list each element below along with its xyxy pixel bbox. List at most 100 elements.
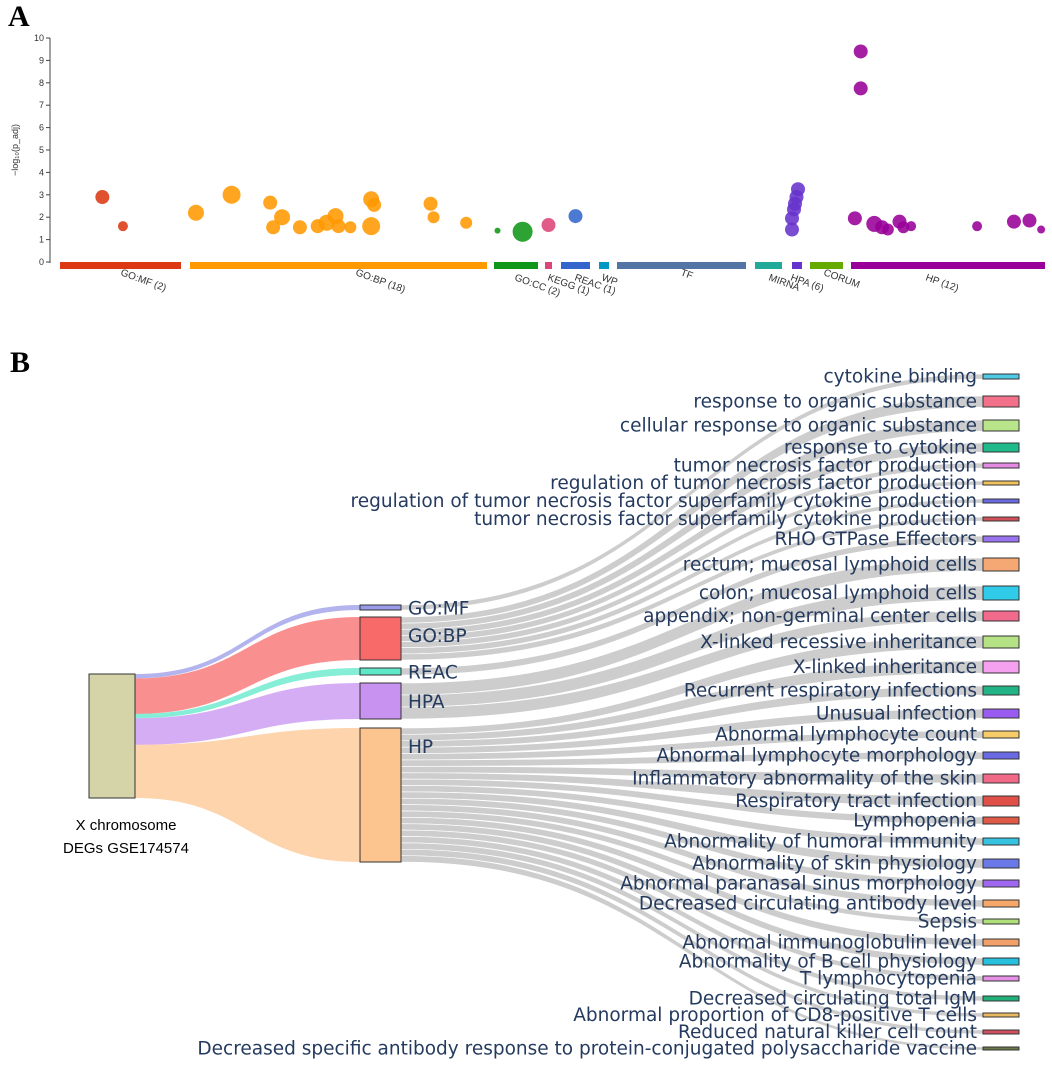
y-tick-label: 3 — [39, 190, 44, 200]
data-point-gobp[interactable] — [460, 216, 473, 229]
link-root-hp — [135, 728, 360, 862]
term-label: Abnormality of skin physiology — [692, 854, 977, 875]
term-node[interactable] — [982, 419, 1020, 432]
source-node-gomf[interactable] — [359, 604, 402, 611]
term-node[interactable] — [982, 773, 1020, 784]
term-node[interactable] — [982, 395, 1020, 408]
root-node[interactable] — [88, 673, 136, 799]
term-label: Abnormal paranasal sinus morphology — [620, 874, 977, 895]
manhattan-plot: 0 1 2 3 4 5 6 7 8 9 10 −log₁₀(p_adj) GO:MF (2) GO:B… — [10, 33, 1046, 299]
source-node-reac[interactable] — [359, 667, 402, 676]
data-point-gocc[interactable] — [512, 221, 533, 242]
root-label-line1: X chromosome — [76, 817, 177, 834]
term-node[interactable] — [982, 498, 1020, 504]
data-point-gobp[interactable] — [427, 211, 440, 224]
term-node[interactable] — [982, 1029, 1020, 1035]
term-node[interactable] — [982, 918, 1020, 925]
data-point-gobp[interactable] — [222, 185, 241, 204]
term-node[interactable] — [982, 879, 1020, 888]
term-node[interactable] — [982, 858, 1020, 869]
term-label: Inflammatory abnormality of the skin — [632, 769, 977, 790]
term-node[interactable] — [982, 975, 1020, 982]
data-point-gobp[interactable] — [331, 219, 346, 234]
data-point-hp[interactable] — [906, 221, 917, 232]
source-node-hpa[interactable] — [359, 682, 402, 720]
term-node[interactable] — [982, 899, 1020, 908]
term-node[interactable] — [982, 730, 1020, 739]
data-point-hp[interactable] — [881, 223, 894, 236]
term-node[interactable] — [982, 708, 1020, 719]
term-node[interactable] — [982, 660, 1020, 674]
term-node[interactable] — [982, 373, 1020, 380]
data-point-gocc[interactable] — [494, 227, 501, 234]
data-point-gobp[interactable] — [367, 197, 382, 212]
data-point-hp[interactable] — [853, 44, 868, 59]
data-point-gobp[interactable] — [423, 196, 438, 211]
data-point-hp[interactable] — [1006, 214, 1021, 229]
data-point-gobp[interactable] — [187, 204, 204, 221]
data-point-gomf[interactable] — [95, 190, 110, 205]
term-node[interactable] — [982, 480, 1020, 486]
source-label-gomf: GO:MF — [408, 599, 469, 620]
term-node[interactable] — [982, 610, 1020, 622]
source-label-hp: HP — [408, 737, 433, 758]
term-node[interactable] — [982, 1046, 1020, 1051]
link-root-reac — [135, 668, 360, 719]
data-point-hp[interactable] — [1022, 213, 1037, 228]
data-point-gobp[interactable] — [292, 220, 307, 235]
data-point-gobp[interactable] — [263, 195, 278, 210]
term-node[interactable] — [982, 516, 1020, 522]
term-label: Unusual infection — [816, 704, 977, 725]
data-point-gobp[interactable] — [362, 217, 381, 236]
term-node[interactable] — [982, 938, 1020, 947]
term-node[interactable] — [982, 837, 1020, 846]
term-label: cellular response to organic substance — [620, 416, 977, 437]
category-bar-gomf — [60, 262, 181, 269]
term-label: Lymphopenia — [853, 811, 977, 832]
term-node[interactable] — [982, 995, 1020, 1002]
category-bar-reac — [561, 262, 590, 269]
category-bar-kegg — [545, 262, 552, 269]
term-node[interactable] — [982, 557, 1020, 572]
category-label-gobp: GO:BP (18) — [354, 267, 407, 295]
category-label-wp: WP — [600, 272, 619, 288]
data-point-kegg[interactable] — [541, 218, 556, 233]
term-node[interactable] — [982, 442, 1020, 453]
term-node[interactable] — [982, 635, 1020, 649]
data-point-hp[interactable] — [847, 211, 862, 226]
root-label-line2: DEGs GSE174574 — [63, 840, 189, 857]
term-node[interactable] — [982, 751, 1020, 760]
data-point-hp[interactable] — [897, 221, 910, 234]
term-node[interactable] — [982, 957, 1020, 966]
category-label-corum: CORUM — [822, 267, 861, 290]
data-point-hpa[interactable] — [785, 222, 799, 237]
term-label: T lymphocytopenia — [799, 969, 977, 990]
data-point-hp[interactable] — [853, 81, 868, 96]
term-node[interactable] — [982, 535, 1020, 543]
term-label: cytokine binding — [824, 367, 978, 388]
y-tick-label: 6 — [39, 123, 44, 133]
term-node[interactable] — [982, 685, 1020, 696]
data-point-gobp[interactable] — [344, 221, 357, 234]
data-point-gobp[interactable] — [274, 209, 291, 226]
y-tick-label: 10 — [34, 33, 44, 43]
term-label: tumor necrosis factor production — [674, 456, 977, 477]
term-node[interactable] — [982, 462, 1020, 469]
source-node-hp[interactable] — [359, 727, 402, 863]
source-label-hpa: HPA — [408, 692, 445, 713]
term-label: Reduced natural killer cell count — [678, 1022, 977, 1043]
term-node[interactable] — [982, 795, 1020, 807]
term-node[interactable] — [982, 585, 1020, 601]
data-point-hpa[interactable] — [791, 182, 805, 197]
data-point-gobp[interactable] — [266, 220, 281, 235]
data-point-hp[interactable] — [1037, 225, 1046, 234]
source-node-gobp[interactable] — [359, 616, 402, 661]
data-point-reac[interactable] — [568, 209, 583, 224]
term-label: Decreased specific antibody response to … — [197, 1039, 977, 1060]
term-node[interactable] — [982, 816, 1020, 825]
term-label: Abnormality of B cell physiology — [679, 952, 977, 973]
data-point-hp[interactable] — [972, 221, 983, 232]
term-node[interactable] — [982, 1012, 1020, 1018]
data-point-gomf[interactable] — [117, 221, 128, 232]
